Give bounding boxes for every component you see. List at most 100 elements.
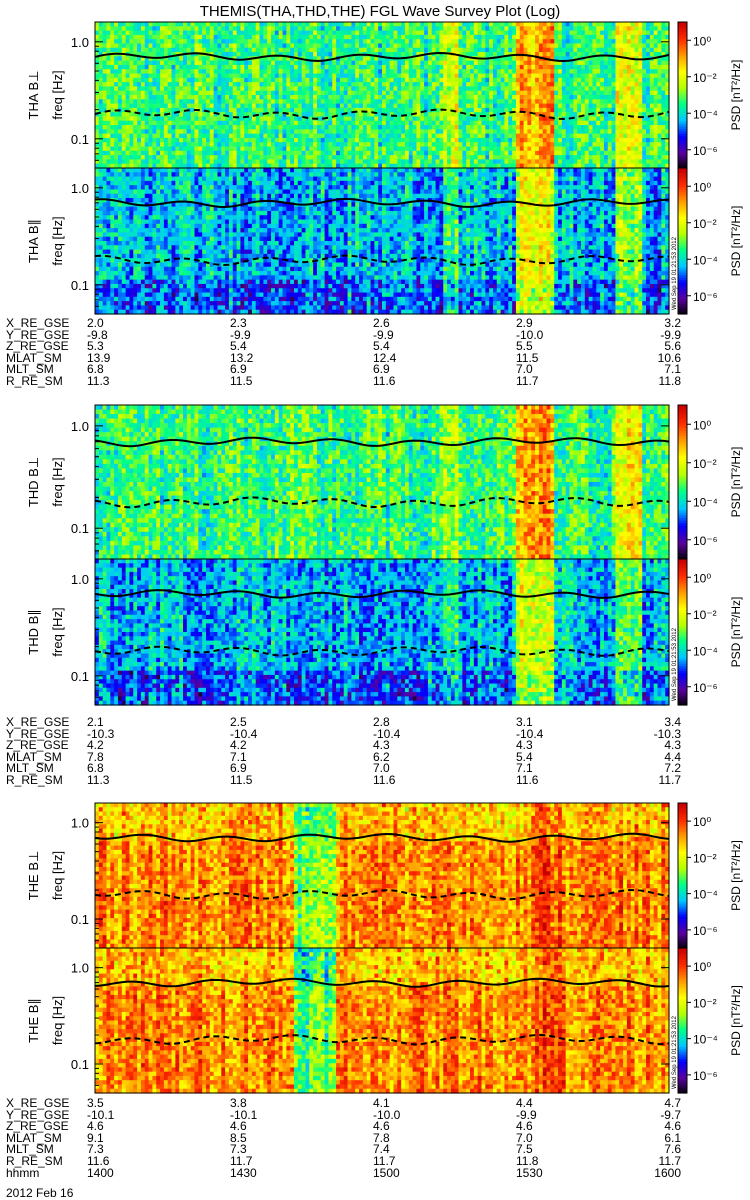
spectrogram-cell [305, 43, 310, 49]
spectrogram-cell [271, 56, 276, 62]
spectrogram-cell [343, 125, 349, 130]
spectrogram-cell [332, 133, 337, 139]
spectrogram-cell [470, 107, 475, 113]
spectrogram-cell [584, 30, 590, 36]
spectrogram-cell [401, 60, 406, 66]
spectrogram-cell [454, 146, 460, 152]
spectrogram-cell [554, 43, 559, 49]
spectrogram-cell [301, 22, 307, 27]
spectrogram-cell [596, 125, 601, 130]
spectrogram-cell [550, 120, 555, 126]
spectrogram-cell [657, 77, 662, 83]
spectrogram-cell [588, 26, 594, 32]
spectrogram-cell [378, 129, 383, 135]
spectrogram-cell [370, 34, 375, 40]
spectrogram-cell [217, 133, 222, 139]
spectrogram-cell [450, 137, 456, 143]
spectrogram-cell [198, 137, 203, 143]
spectrogram-cell [190, 39, 196, 45]
spectrogram-cell [286, 137, 291, 143]
spectrogram-cell [355, 90, 360, 96]
spectrogram-cell [198, 39, 203, 45]
spectrogram-cell [550, 155, 555, 161]
spectrogram-cell [450, 120, 456, 126]
spectrogram-cell [359, 56, 364, 62]
spectrogram-cell [240, 77, 245, 83]
spectrogram-cell [404, 22, 410, 27]
spectrogram-cell [251, 116, 257, 122]
spectrogram-cell [267, 133, 272, 139]
spectrogram-cell [240, 26, 245, 32]
spectrogram-cell [435, 56, 440, 62]
spectrogram-cell [339, 155, 345, 161]
spectrogram-cell [251, 82, 257, 88]
spectrogram-cell [244, 60, 249, 66]
spectrogram-cell [420, 82, 425, 88]
spectrogram-cell [519, 77, 525, 83]
spectrogram-cell [458, 112, 463, 118]
spectrogram-cell [626, 146, 632, 152]
spectrogram-cell [492, 64, 498, 70]
spectrogram-cell [412, 77, 418, 83]
spectrogram-cell [496, 73, 502, 79]
spectrogram-cell [477, 30, 483, 36]
spectrogram-cell [255, 77, 261, 83]
spectrogram-cell [106, 116, 111, 122]
spectrogram-cell [129, 34, 134, 40]
spectrogram-cell [473, 99, 479, 105]
spectrogram-cell [470, 64, 475, 70]
spectrogram-cell [470, 43, 475, 49]
spectrogram-cell [366, 107, 372, 113]
spectrogram-cell [584, 60, 590, 66]
spectrogram-cell [255, 116, 261, 122]
spectrogram-cell [248, 129, 253, 135]
spectrogram-cell [221, 47, 226, 53]
spectrogram-cell [209, 90, 215, 96]
spectrogram-cell [259, 26, 264, 32]
spectrogram-cell [519, 137, 525, 143]
spectrogram-cell [638, 60, 643, 66]
spectrogram-cell [435, 86, 440, 92]
spectrogram-cell [634, 73, 639, 79]
spectrogram-cell [416, 137, 421, 143]
spectrogram-cell [600, 129, 605, 135]
spectrogram-cell [592, 107, 597, 113]
spectrogram-cell [393, 73, 398, 79]
spectrogram-cell [554, 120, 559, 126]
spectrogram-cell [362, 99, 368, 105]
spectrogram-cell [117, 163, 123, 169]
spectrogram-cell [412, 103, 418, 109]
spectrogram-cell [248, 90, 253, 96]
spectrogram-cell [515, 129, 521, 135]
spectrogram-cell [638, 73, 643, 79]
spectrogram-cell [550, 43, 555, 49]
spectrogram-cell [454, 90, 460, 96]
spectrogram-cell [301, 43, 307, 49]
spectrogram-cell [412, 26, 418, 32]
spectrogram-cell [251, 146, 257, 152]
spectrogram-cell [619, 99, 624, 105]
spectrogram-cell [420, 69, 425, 75]
spectrogram-cell [431, 30, 437, 36]
spectrogram-cell [657, 22, 662, 27]
spectrogram-cell [588, 52, 594, 57]
spectrogram-cell [347, 112, 352, 118]
spectrogram-cell [240, 47, 245, 53]
spectrogram-cell [504, 77, 509, 83]
spectrogram-cell [596, 155, 601, 161]
spectrogram-cell [267, 56, 272, 62]
spectrogram-cell [236, 82, 242, 88]
spectrogram-cell [221, 163, 226, 169]
spectrogram-cell [232, 60, 238, 66]
spectrogram-cell [156, 69, 161, 75]
spectrogram-cell [427, 95, 433, 100]
spectrogram-cell [626, 43, 632, 49]
spectrogram-cell [458, 69, 463, 75]
spectrogram-cell [450, 60, 456, 66]
spectrogram-cell [251, 133, 257, 139]
spectrogram-cell [290, 22, 295, 27]
spectrogram-cell [324, 107, 330, 113]
spectrogram-cell [481, 103, 486, 109]
spectrogram-cell [232, 163, 238, 169]
spectrogram-cell [504, 64, 509, 70]
